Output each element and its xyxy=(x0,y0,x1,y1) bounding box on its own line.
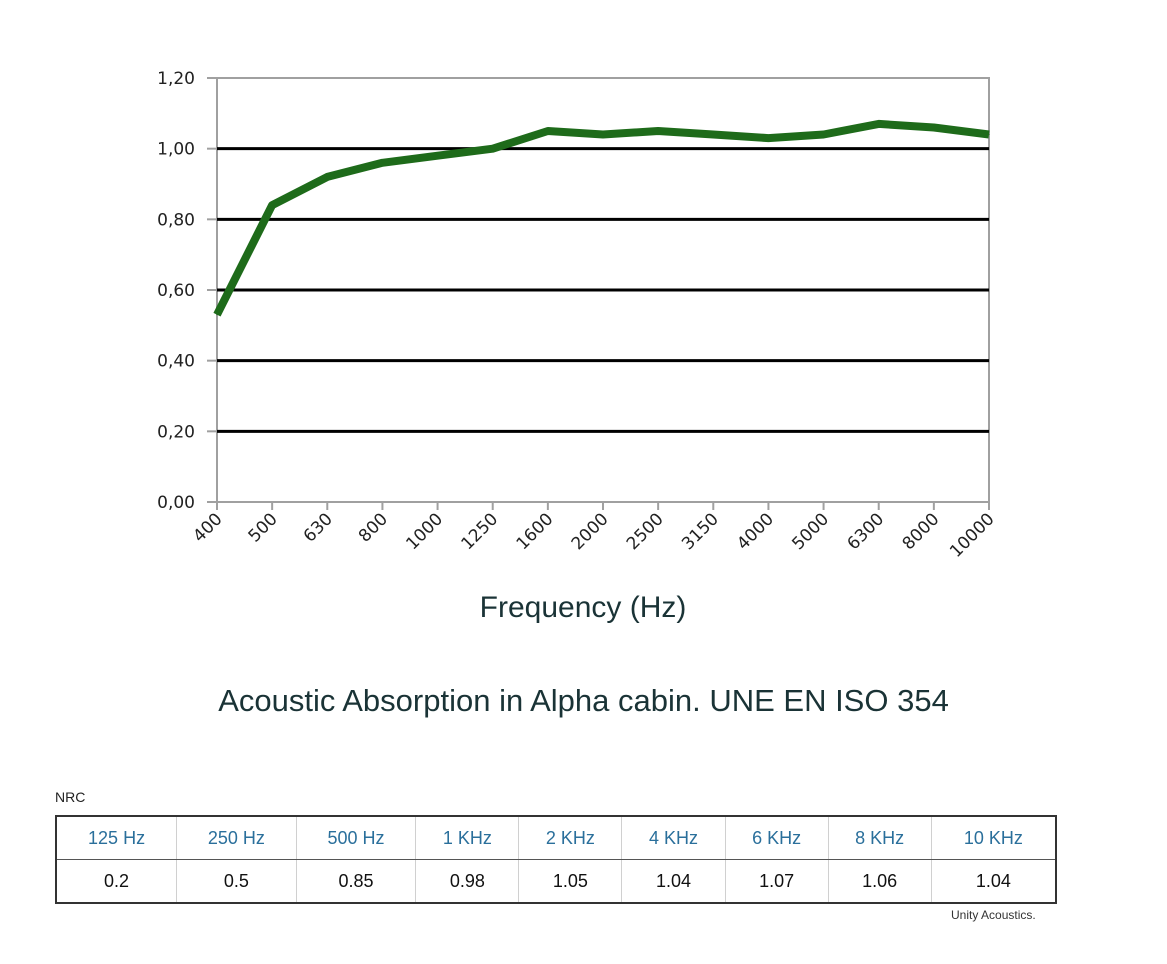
x-tick-label: 400 xyxy=(189,509,226,546)
data-point xyxy=(657,130,659,132)
nrc-value-cell: 1.05 xyxy=(518,859,622,903)
data-point xyxy=(933,126,935,128)
x-axis-label: Frequency (Hz) xyxy=(480,591,687,624)
data-point xyxy=(602,134,604,136)
nrc-value-cell: 1.04 xyxy=(621,859,726,903)
data-point xyxy=(547,130,549,132)
nrc-value-cell: 0.98 xyxy=(415,859,519,903)
x-tick-label: 1250 xyxy=(458,509,503,554)
y-axis: 0,00 0,20 0,40 0,60 0,80 1,00 1,20 xyxy=(157,69,217,513)
chart-caption: Acoustic Absorption in Alpha cabin. UNE … xyxy=(218,683,949,718)
nrc-value-cell: 1.07 xyxy=(724,859,829,903)
nrc-value-cell: 1.04 xyxy=(930,859,1056,903)
x-tick-label: 2500 xyxy=(623,509,668,554)
nrc-header-cell: 500 Hz xyxy=(295,816,416,860)
nrc-value-cell: 1.06 xyxy=(827,859,932,903)
x-tick-label: 10000 xyxy=(946,509,998,561)
nrc-header-cell: 250 Hz xyxy=(176,816,297,860)
x-tick-label: 630 xyxy=(300,509,337,546)
series-layer xyxy=(213,119,990,317)
data-point xyxy=(437,155,439,157)
y-tick-label: 1,20 xyxy=(157,69,195,89)
x-tick-label: 4000 xyxy=(733,509,778,554)
data-point xyxy=(271,204,273,206)
data-point xyxy=(988,134,990,136)
x-tick-label: 3150 xyxy=(678,509,723,554)
nrc-value-cell: 0.2 xyxy=(104,870,130,891)
data-point xyxy=(492,148,494,150)
nrc-header-cell: 4 KHz xyxy=(621,816,726,860)
nrc-value-row: 0.2 0.5 0.85 0.98 1.05 1.04 1.07 1.06 1.04 xyxy=(56,859,1056,903)
nrc-header-cell: 125 Hz xyxy=(56,816,177,860)
x-axis: 400 500 630 800 1000 1250 1600 2000 2500 3150 4000… xyxy=(189,502,999,562)
nrc-header-row: 125 Hz 250 Hz 500 Hz 1 KHz 2 KHz 4 KHz 6 KHz 8 … xyxy=(56,816,1056,860)
nrc-header-cell: 2 KHz xyxy=(518,816,622,860)
x-tick-label: 1000 xyxy=(402,509,447,554)
x-tick-label: 5000 xyxy=(788,509,833,554)
data-point xyxy=(216,314,218,316)
data-point xyxy=(823,134,825,136)
y-tick-label: 0,40 xyxy=(157,352,195,372)
data-point xyxy=(878,123,880,125)
x-tick-label: 6300 xyxy=(844,509,889,554)
x-tick-label: 8000 xyxy=(899,509,944,554)
y-tick-label: 0,00 xyxy=(157,493,195,513)
nrc-header-cell: 10 KHz xyxy=(930,816,1056,860)
nrc-value-cell: 0.85 xyxy=(295,859,416,903)
x-tick-label: 800 xyxy=(355,509,392,546)
y-tick-label: 0,80 xyxy=(157,210,195,230)
x-tick-label: 2000 xyxy=(568,509,613,554)
nrc-value-cell: 0.5 xyxy=(176,859,297,903)
nrc-table: 125 Hz 250 Hz 500 Hz 1 KHz 2 KHz 4 KHz 6 KHz 8 … xyxy=(55,815,1057,904)
y-tick-label: 0,60 xyxy=(157,281,195,301)
nrc-header-cell: 8 KHz xyxy=(827,816,932,860)
source-credit: Unity Acoustics. xyxy=(951,908,1036,922)
data-point xyxy=(326,176,328,178)
x-tick-label: 1600 xyxy=(513,509,558,554)
data-point xyxy=(712,134,714,136)
x-tick-label: 500 xyxy=(245,509,282,546)
nrc-title: NRC xyxy=(55,789,86,805)
nrc-header-cell: 6 KHz xyxy=(724,816,829,860)
data-point xyxy=(767,137,769,139)
absorption-chart: 0,00 0,20 0,40 0,60 0,80 1,00 1,20 400 500 630 80… xyxy=(157,69,999,624)
nrc-header-cell: 1 KHz xyxy=(415,816,519,860)
data-point xyxy=(381,162,383,164)
y-tick-label: 0,20 xyxy=(157,422,195,442)
y-tick-label: 1,00 xyxy=(157,140,195,160)
grid-lines xyxy=(217,147,989,433)
